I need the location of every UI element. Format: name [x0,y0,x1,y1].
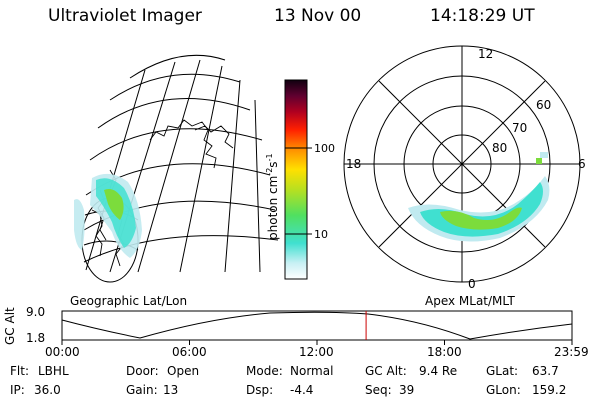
x-tick-1: 06:00 [172,345,207,359]
x-tick-4: 23:59 [554,345,589,359]
mlat-label-70: 70 [512,121,527,135]
door-label: Door: [126,364,159,378]
x-tick-2: 12:00 [299,345,334,359]
flt-value: LBHL [38,364,69,378]
time-label: 14:18:29 UT [430,6,535,26]
gain-value: 13 [163,383,179,397]
glon-value: 159.2 [532,383,567,397]
ip-label: IP: [10,383,25,397]
geographic-map-panel [81,54,279,283]
door-value: Open [167,364,200,378]
altitude-y-min: 1.8 [26,331,45,345]
mode-value: Normal [290,364,334,378]
polar-plot-panel [343,45,581,283]
instrument-title: Ultraviolet Imager [48,6,202,26]
mlt-label-6: 6 [578,157,586,171]
mode-label: Mode: [246,364,283,378]
mlt-label-18: 18 [346,157,361,171]
x-tick-0: 00:00 [45,345,80,359]
mlat-label-60: 60 [536,98,551,112]
dsp-label: Dsp: [246,383,274,397]
colorbar-tick-10: 10 [314,228,328,241]
polar-aurora [408,152,550,242]
altitude-y-max: 9.0 [26,305,45,319]
date-label: 13 Nov 00 [274,6,362,26]
colorbar [284,79,312,280]
mlt-label-12: 12 [478,47,493,61]
geographic-aurora [74,173,142,258]
x-tick-3: 18:00 [427,345,462,359]
ip-value: 36.0 [34,383,61,397]
gcalt-label: GC Alt: [365,364,407,378]
altitude-plot [61,310,573,345]
glat-label: GLat: [486,364,519,378]
colorbar-unit-label: photon cm-2s-1 [265,153,280,240]
gain-label: Gain: [126,383,158,397]
glon-label: GLon: [486,383,521,397]
altitude-y-label: GC Alt [3,307,17,345]
mlt-label-0: 0 [468,277,476,291]
dsp-value: -4.4 [290,383,314,397]
gcalt-value: 9.4 Re [419,364,458,378]
polar-panel-label: Apex MLat/MLT [425,294,515,308]
seq-value: 39 [399,383,415,397]
colorbar-tick-100: 100 [314,142,335,155]
flt-label: Flt: [10,364,29,378]
seq-label: Seq: [365,383,392,397]
mlat-label-80: 80 [492,141,507,155]
glat-value: 63.7 [532,364,559,378]
geo-panel-label: Geographic Lat/Lon [70,294,188,308]
